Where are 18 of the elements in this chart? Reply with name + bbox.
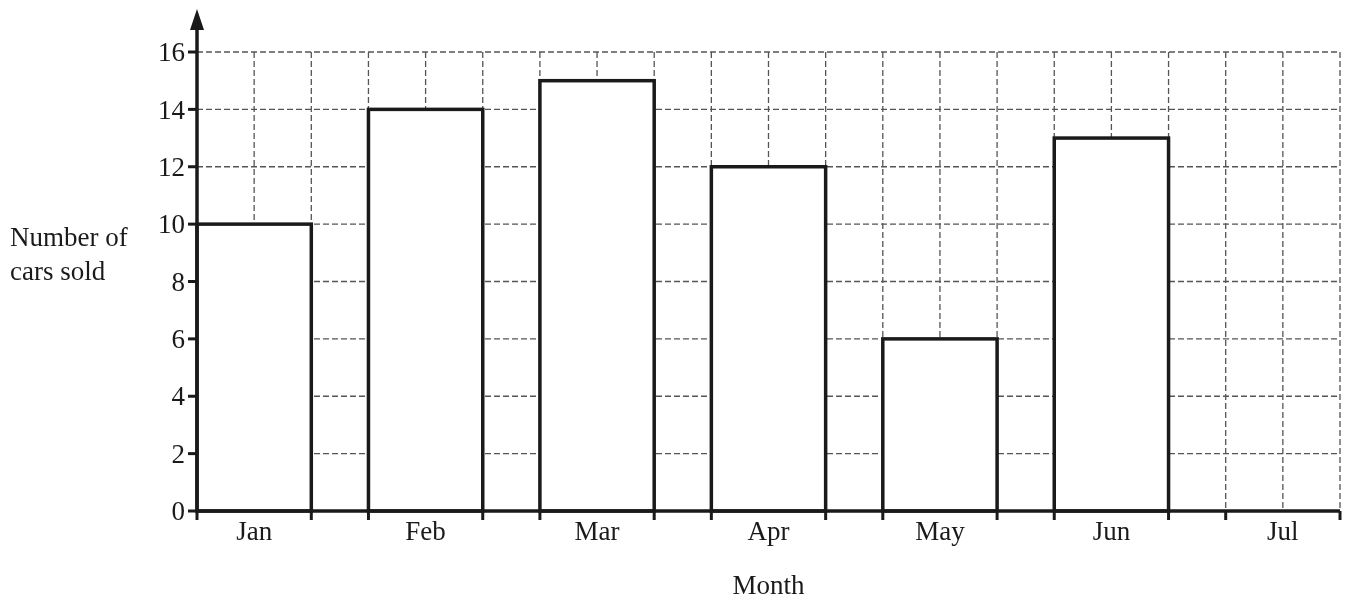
x-tick-label: May	[915, 516, 966, 546]
x-tick-label: Mar	[574, 516, 620, 546]
y-axis-title: Number of cars sold	[10, 222, 128, 286]
x-tick-label: Jun	[1092, 516, 1131, 546]
x-tick-label: Feb	[405, 516, 446, 546]
x-tick-label: Apr	[747, 516, 790, 546]
y-tick-label: 2	[171, 438, 185, 469]
y-tick-label: 16	[158, 37, 185, 68]
y-tick-label: 8	[171, 266, 185, 297]
x-tick-label: Jul	[1267, 516, 1299, 546]
y-tick-label: 6	[171, 324, 185, 355]
x-tick-label: Jan	[236, 516, 273, 546]
x-axis-title: Month	[732, 570, 805, 600]
y-tick-label: 0	[171, 496, 185, 527]
y-tick-label: 14	[158, 94, 186, 125]
y-tick-label: 4	[171, 381, 186, 412]
y-tick-label: 10	[158, 209, 185, 240]
y-tick-label: 12	[158, 151, 185, 182]
